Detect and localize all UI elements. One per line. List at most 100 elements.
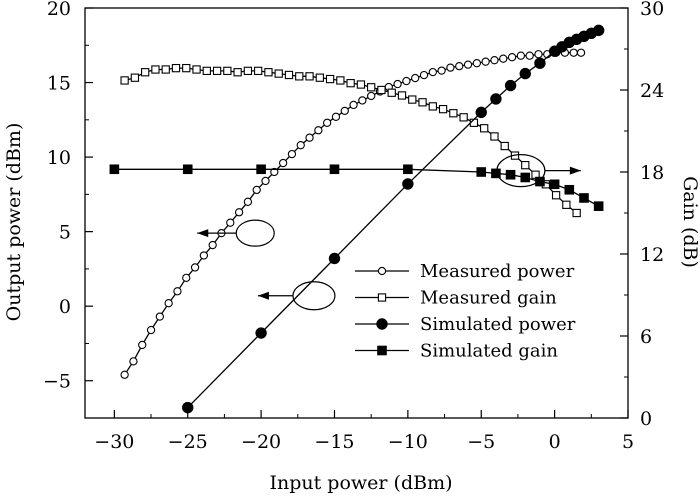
x-tick-label: −25: [168, 431, 208, 453]
x-axis-title: Input power (dBm): [269, 472, 452, 494]
data-point: [295, 72, 304, 81]
data-point: [499, 54, 508, 63]
data-point: [155, 312, 164, 321]
data-point: [490, 93, 502, 105]
data-point: [151, 65, 160, 74]
data-point: [120, 370, 129, 379]
data-point: [296, 141, 305, 150]
legend-marker: [377, 345, 387, 356]
data-point: [564, 184, 575, 195]
data-point: [507, 53, 517, 62]
data-point: [274, 69, 283, 78]
legend-marker: [377, 266, 387, 276]
y2-tick-label: 24: [640, 80, 664, 102]
y-tick-label: 10: [47, 147, 71, 169]
legend-item: Simulated power: [355, 314, 576, 335]
left-axis-ticks: −5 0 5 10 15 20: [43, 0, 93, 393]
data-point: [358, 96, 367, 105]
x-tick-label: −30: [94, 431, 134, 453]
data-point: [130, 73, 140, 82]
data-point: [592, 24, 605, 37]
data-point: [161, 65, 170, 74]
data-point: [455, 61, 464, 71]
data-point: [576, 48, 586, 57]
y-tick-label: −5: [43, 371, 71, 393]
data-point: [340, 106, 349, 116]
y-tick-label: 0: [59, 296, 71, 318]
data-point: [402, 178, 414, 190]
legend-item: Measured power: [355, 261, 575, 282]
y2-tick-label: 18: [640, 162, 664, 184]
data-point: [212, 66, 222, 76]
data-point: [192, 65, 201, 74]
x-tick-label: −20: [241, 431, 281, 453]
x-tick-label: −10: [388, 431, 428, 453]
data-point: [500, 141, 509, 151]
y2-axis-title: Gain (dB): [679, 176, 700, 268]
data-point: [315, 73, 324, 82]
right-axis-ticks: 0 6 12 18 24 30: [620, 0, 664, 430]
data-point: [534, 57, 546, 69]
data-point: [336, 76, 345, 85]
data-point: [579, 193, 589, 203]
data-point: [264, 68, 273, 77]
data-point: [367, 83, 376, 92]
data-point: [593, 201, 604, 211]
data-point: [208, 240, 217, 250]
series-layer: [109, 24, 605, 414]
y2-tick-label: 12: [640, 244, 664, 266]
data-point: [476, 167, 487, 177]
data-point: [408, 95, 417, 104]
x-tick-label: 0: [549, 431, 561, 453]
data-point: [270, 167, 279, 177]
data-point: [377, 85, 386, 95]
data-point: [504, 79, 517, 92]
data-point: [472, 59, 481, 68]
data-point: [129, 357, 138, 366]
data-point: [490, 56, 499, 65]
data-point: [356, 80, 366, 89]
legend-label: Measured gain: [420, 288, 557, 309]
data-point: [419, 70, 429, 80]
data-point: [480, 124, 489, 133]
data-point: [397, 91, 407, 100]
legend-marker: [377, 293, 387, 302]
data-point: [349, 100, 358, 110]
data-point: [411, 73, 420, 83]
data-point: [202, 66, 211, 76]
data-point: [491, 168, 501, 179]
data-point: [331, 112, 341, 121]
data-point: [329, 164, 340, 175]
data-point: [428, 67, 437, 77]
data-point: [141, 68, 150, 77]
data-point: [551, 191, 561, 200]
data-point: [243, 66, 253, 76]
data-point: [287, 149, 297, 159]
data-point: [403, 164, 413, 175]
data-point: [278, 158, 288, 168]
data-point: [446, 63, 455, 72]
legend-label: Simulated gain: [420, 341, 558, 362]
data-point: [261, 176, 270, 186]
data-point: [164, 299, 173, 308]
data-point: [572, 208, 581, 218]
data-point: [226, 218, 235, 227]
data-point: [314, 126, 323, 135]
data-point: [490, 132, 499, 141]
data-point: [534, 50, 543, 59]
data-point: [463, 60, 473, 69]
y-tick-label: 20: [47, 0, 71, 20]
data-point: [549, 179, 560, 190]
annotation-arrow-simulated-power-head: [257, 291, 269, 300]
data-point: [562, 200, 571, 209]
data-point: [521, 161, 530, 170]
data-point: [393, 79, 402, 89]
data-point: [182, 63, 191, 73]
legend-marker: [376, 318, 388, 330]
legend-label: Simulated power: [420, 314, 576, 335]
y-tick-label: 15: [47, 73, 71, 95]
bottom-axis-ticks: −30 −25 −20 −15 −10 −5 0 5: [94, 410, 634, 453]
data-point: [233, 68, 242, 77]
